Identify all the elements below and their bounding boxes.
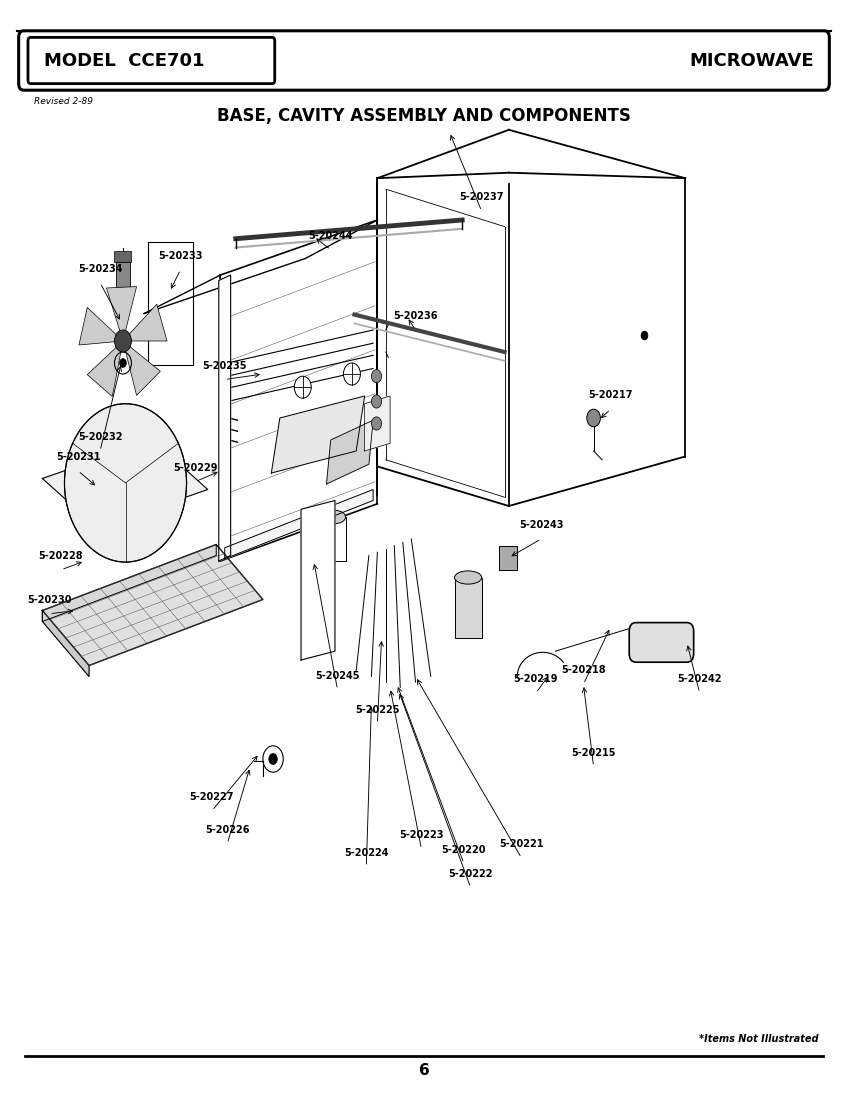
Polygon shape: [107, 287, 137, 341]
Ellipse shape: [324, 510, 346, 524]
Text: 5-20225: 5-20225: [355, 705, 399, 715]
Text: 5-20223: 5-20223: [399, 830, 444, 840]
Polygon shape: [326, 420, 373, 484]
FancyBboxPatch shape: [28, 37, 275, 84]
Polygon shape: [219, 275, 231, 561]
Text: 5-20229: 5-20229: [173, 463, 217, 473]
Circle shape: [371, 395, 382, 408]
Text: 5-20221: 5-20221: [499, 839, 544, 849]
Circle shape: [269, 754, 277, 764]
Text: 5-20232: 5-20232: [78, 432, 122, 442]
Circle shape: [371, 370, 382, 383]
Text: 5-20218: 5-20218: [561, 666, 605, 675]
Text: 5-20243: 5-20243: [519, 520, 563, 530]
Text: 5-20234: 5-20234: [78, 264, 122, 274]
Text: Revised 2-89: Revised 2-89: [34, 97, 93, 106]
FancyBboxPatch shape: [629, 623, 694, 662]
Text: BASE, CAVITY ASSEMBLY AND COMPONENTS: BASE, CAVITY ASSEMBLY AND COMPONENTS: [217, 107, 631, 124]
Polygon shape: [87, 341, 123, 396]
Text: 5-20215: 5-20215: [572, 748, 616, 758]
Circle shape: [343, 363, 360, 385]
Text: 5-20222: 5-20222: [449, 869, 493, 879]
Ellipse shape: [455, 571, 482, 584]
Polygon shape: [123, 305, 167, 341]
Text: 5-20235: 5-20235: [203, 361, 247, 371]
Polygon shape: [42, 610, 89, 676]
Polygon shape: [123, 341, 160, 395]
Bar: [114, 251, 131, 262]
Text: 5-20230: 5-20230: [27, 595, 71, 605]
Bar: [455, 578, 482, 638]
Bar: [499, 546, 517, 570]
Circle shape: [114, 330, 131, 352]
Polygon shape: [271, 396, 365, 473]
Text: *Items Not Illustrated: *Items Not Illustrated: [699, 1034, 818, 1045]
Text: 5-20245: 5-20245: [315, 671, 360, 681]
Text: 5-20244: 5-20244: [309, 231, 353, 241]
Polygon shape: [301, 500, 335, 660]
Text: 5-20233: 5-20233: [159, 251, 203, 261]
Polygon shape: [225, 490, 373, 559]
Polygon shape: [365, 396, 390, 451]
Text: 5-20217: 5-20217: [589, 390, 633, 400]
Circle shape: [64, 404, 187, 562]
Text: 5-20224: 5-20224: [344, 848, 388, 858]
Bar: [116, 262, 130, 295]
Polygon shape: [42, 544, 263, 666]
Text: 5-20226: 5-20226: [205, 825, 249, 835]
Circle shape: [371, 417, 382, 430]
Text: MICROWAVE: MICROWAVE: [689, 52, 814, 69]
Polygon shape: [42, 440, 208, 528]
Circle shape: [294, 376, 311, 398]
Text: 5-20231: 5-20231: [56, 452, 100, 462]
Text: 5-20227: 5-20227: [190, 792, 234, 802]
Text: MODEL  CCE701: MODEL CCE701: [44, 52, 204, 69]
Text: 5-20228: 5-20228: [39, 551, 83, 561]
Text: 5-20237: 5-20237: [460, 192, 504, 202]
Text: 5-20220: 5-20220: [442, 845, 486, 855]
Polygon shape: [79, 307, 123, 345]
Text: 5-20236: 5-20236: [393, 311, 438, 321]
Text: 5-20219: 5-20219: [514, 674, 558, 684]
Circle shape: [120, 359, 126, 367]
Text: 6: 6: [419, 1063, 429, 1078]
FancyBboxPatch shape: [19, 31, 829, 90]
Polygon shape: [42, 544, 216, 622]
Circle shape: [587, 409, 600, 427]
Text: 5-20242: 5-20242: [678, 674, 722, 684]
Circle shape: [641, 331, 648, 340]
